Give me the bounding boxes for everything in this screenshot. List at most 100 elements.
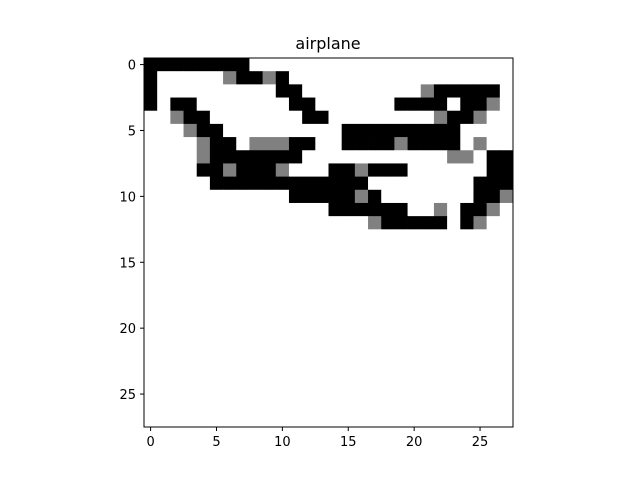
heatmap-cell [302, 123, 316, 138]
heatmap-cell [262, 202, 277, 217]
heatmap-cell [381, 216, 395, 230]
heatmap-cell [407, 176, 422, 191]
heatmap-cell [302, 137, 316, 151]
heatmap-cell [341, 295, 356, 309]
heatmap-cell [420, 334, 435, 349]
heatmap-cell [223, 334, 237, 349]
heatmap-cell [499, 229, 514, 243]
heatmap-cell [275, 374, 290, 388]
heatmap-cell [394, 71, 408, 85]
heatmap-cell [249, 242, 264, 257]
heatmap-cell [381, 58, 395, 72]
heatmap-cell [473, 413, 488, 428]
heatmap-cell [262, 123, 277, 138]
heatmap-cell [302, 255, 316, 270]
heatmap-cell [157, 400, 171, 415]
heatmap-cell [499, 176, 514, 191]
heatmap-cell [460, 137, 474, 151]
heatmap-cell [460, 413, 474, 428]
heatmap-cell [315, 255, 329, 270]
heatmap-cell [368, 242, 382, 257]
heatmap-cell [341, 334, 356, 349]
heatmap-cell [223, 413, 237, 428]
heatmap-cell [236, 58, 250, 72]
heatmap-cell [328, 216, 343, 230]
heatmap-cell [407, 97, 422, 112]
heatmap-cell [196, 150, 211, 164]
heatmap-cell [315, 84, 329, 98]
heatmap-cell [460, 321, 474, 336]
heatmap-cell [209, 334, 224, 349]
heatmap-cell [249, 268, 264, 283]
heatmap-cell [249, 374, 264, 388]
heatmap-cell [486, 123, 501, 138]
heatmap-cell [420, 400, 435, 415]
heatmap-cell [394, 58, 408, 72]
heatmap-cell [183, 413, 198, 428]
heatmap-cell [196, 137, 211, 151]
heatmap-cell [473, 150, 488, 164]
heatmap-cell [209, 347, 224, 362]
heatmap-cell [209, 58, 224, 72]
heatmap-cell [315, 347, 329, 362]
heatmap-cell [249, 150, 264, 164]
heatmap-cell [196, 413, 211, 428]
heatmap-cell [144, 110, 158, 125]
heatmap-cell [288, 413, 303, 428]
heatmap-cell [433, 84, 448, 98]
heatmap-cell [368, 97, 382, 112]
heatmap-cell [302, 347, 316, 362]
heatmap-cell [499, 189, 514, 204]
heatmap-cell [368, 374, 382, 388]
heatmap-cell [341, 268, 356, 283]
heatmap-cell [328, 334, 343, 349]
heatmap-cell [209, 374, 224, 388]
heatmap-cell [170, 202, 184, 217]
heatmap-cell [223, 97, 237, 112]
heatmap-cell [354, 242, 369, 257]
heatmap-cell [288, 71, 303, 85]
heatmap-cell [196, 374, 211, 388]
heatmap-cell [486, 413, 501, 428]
heatmap-cell [196, 176, 211, 191]
heatmap-cell [420, 255, 435, 270]
heatmap-cell [170, 242, 184, 257]
heatmap-cell [315, 163, 329, 178]
heatmap-cell [288, 137, 303, 151]
heatmap-cell [368, 308, 382, 322]
heatmap-cell [433, 150, 448, 164]
heatmap-cell [275, 400, 290, 415]
heatmap-cell [249, 137, 264, 151]
heatmap-cell [262, 400, 277, 415]
heatmap-cell [486, 242, 501, 257]
heatmap-cell [144, 229, 158, 243]
heatmap-cell [433, 347, 448, 362]
heatmap-cell [499, 242, 514, 257]
heatmap-cell [196, 229, 211, 243]
heatmap-cell [486, 71, 501, 85]
heatmap-cell [157, 110, 171, 125]
heatmap-cell [341, 84, 356, 98]
heatmap-cell [381, 150, 395, 164]
heatmap-cell [368, 400, 382, 415]
heatmap-cell [315, 308, 329, 322]
heatmap-cell [407, 361, 422, 375]
heatmap-cell [499, 163, 514, 178]
heatmap-cell [499, 216, 514, 230]
heatmap-cell [394, 347, 408, 362]
heatmap-cell [275, 216, 290, 230]
heatmap-cell [183, 97, 198, 112]
heatmap-cell [486, 202, 501, 217]
heatmap-cell [209, 295, 224, 309]
heatmap-cell [170, 216, 184, 230]
heatmap-cell [196, 387, 211, 402]
heatmap-cell [433, 137, 448, 151]
heatmap-cell [473, 374, 488, 388]
y-tick-label: 25 [119, 388, 136, 403]
heatmap-cell [433, 334, 448, 349]
heatmap-cell [275, 347, 290, 362]
heatmap-cell [368, 58, 382, 72]
heatmap-cell [144, 387, 158, 402]
heatmap-cell [144, 202, 158, 217]
heatmap-cell [499, 84, 514, 98]
